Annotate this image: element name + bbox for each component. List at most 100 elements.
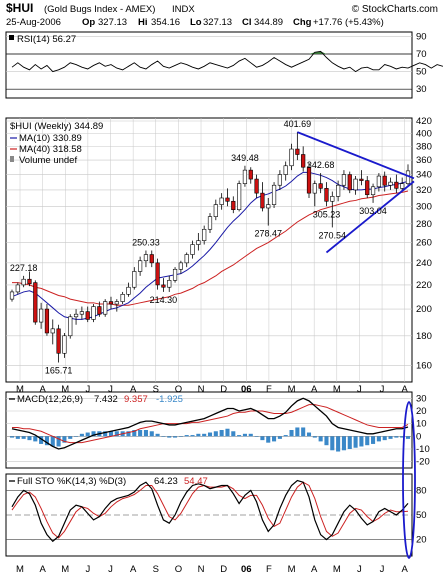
- macd-histogram-bar: [143, 430, 148, 437]
- macd-histogram-bar: [85, 432, 90, 437]
- price-tick-label: 400: [416, 128, 432, 139]
- price-tick-label: 300: [416, 201, 432, 212]
- high-value: 354.16: [151, 17, 180, 28]
- macd-histogram-bar: [289, 430, 294, 437]
- macd-signal-line: [12, 404, 409, 444]
- brand-logo: © StockCharts.com: [352, 4, 438, 15]
- month-label: M: [61, 384, 69, 395]
- candle-body: [27, 278, 32, 285]
- candle-body: [289, 148, 294, 167]
- month-label: N: [198, 564, 205, 575]
- sto-k-value: 64.23: [154, 476, 178, 487]
- month-label: A: [39, 384, 46, 395]
- macd-panel-frame: [5, 391, 413, 469]
- month-label: 06: [241, 384, 252, 395]
- month-label: M: [333, 384, 341, 395]
- candle-body: [91, 306, 96, 320]
- month-label: S: [153, 384, 159, 395]
- exchange: INDX: [172, 4, 195, 15]
- candle-body: [62, 335, 67, 354]
- macd-histogram-bar: [39, 436, 44, 444]
- candle-body: [271, 184, 277, 205]
- candle-body: [370, 186, 376, 196]
- symbol: $HUI: [6, 1, 33, 15]
- macd-tick-label: -20: [416, 457, 430, 468]
- month-label: A: [402, 384, 409, 395]
- sto-d-line: [11, 481, 409, 539]
- price-annotation: 214.30: [150, 295, 178, 305]
- macd-histogram-bar: [207, 432, 213, 437]
- macd-histogram-bar: [50, 436, 55, 447]
- month-label: A: [130, 564, 137, 575]
- rsi-line: [11, 50, 443, 73]
- price-tick-label: 420: [416, 116, 432, 127]
- candle-body: [376, 175, 381, 188]
- ma40-legend-label: MA(40) 318.58: [19, 144, 82, 155]
- candle-body: [400, 183, 405, 189]
- macd-histogram-bar: [405, 436, 411, 439]
- candle-body: [184, 254, 189, 264]
- macd-histogram-bar: [155, 433, 160, 437]
- candle-body: [312, 183, 317, 194]
- macd-histogram-bar: [324, 436, 329, 446]
- month-label: A: [130, 384, 137, 395]
- price-annotation: 270.54: [319, 230, 347, 240]
- candle-body: [254, 178, 259, 194]
- macd-histogram-bar: [62, 436, 67, 443]
- candle-body: [39, 308, 44, 323]
- candle-body: [9, 291, 15, 300]
- price-annotation: 349.48: [231, 153, 259, 163]
- macd-histogram-bar: [9, 436, 15, 438]
- macd-tick-label: -10: [416, 444, 430, 455]
- highlight-ellipse: [402, 401, 416, 559]
- macd-histogram-bar: [365, 436, 370, 446]
- price-tick-label: 180: [416, 331, 432, 342]
- month-label: J: [357, 564, 362, 575]
- rsi-tick-label: 90: [416, 31, 427, 42]
- macd-histogram-bar: [388, 436, 393, 439]
- sto-tick-label: 20: [416, 535, 427, 546]
- volume-legend-swatch: [10, 156, 14, 162]
- macd-histogram-bar: [283, 435, 288, 437]
- macd-tick-label: 0: [416, 431, 421, 442]
- month-label: M: [288, 384, 296, 395]
- candle-body: [359, 178, 364, 181]
- macd-tick-label: 30: [416, 393, 427, 404]
- candle-body: [73, 313, 79, 318]
- ma10-line: [11, 171, 409, 320]
- macd-histogram-bar: [225, 428, 230, 437]
- macd-histogram-bar: [173, 436, 178, 438]
- candle-body: [330, 196, 335, 202]
- macd-histogram-bar: [242, 433, 247, 437]
- candle-body: [242, 169, 248, 184]
- ma10-legend-label: MA(10) 330.89: [19, 133, 82, 144]
- macd-histogram-bar: [254, 436, 259, 437]
- sto-tick-label: 50: [416, 510, 427, 521]
- high-label: Hi: [138, 17, 148, 28]
- sto-k-line: [11, 479, 409, 543]
- candle-body: [260, 192, 265, 209]
- macd-histogram-bar: [219, 430, 224, 437]
- candle-body: [33, 282, 38, 323]
- candle-body: [172, 268, 178, 281]
- price-tick-label: 240: [416, 258, 432, 269]
- macd-histogram-bar: [161, 436, 166, 437]
- macd-histogram-bar: [33, 436, 38, 442]
- macd-histogram-bar: [347, 436, 352, 449]
- macd-histogram-bar: [359, 436, 364, 447]
- macd-line: [11, 397, 409, 450]
- month-label: O: [175, 564, 182, 575]
- macd-histogram-bar: [371, 436, 376, 444]
- month-label: D: [220, 564, 227, 575]
- macd-histogram-bar: [190, 435, 195, 437]
- candle-body: [382, 175, 387, 186]
- candle-body: [347, 174, 352, 191]
- macd-histogram-bar: [184, 435, 189, 437]
- rsi-tick-label: 50: [416, 67, 427, 78]
- macd-histogram-bar: [79, 433, 84, 437]
- candle-body: [301, 154, 306, 168]
- candle-body: [44, 308, 50, 334]
- macd-histogram-bar: [103, 431, 108, 437]
